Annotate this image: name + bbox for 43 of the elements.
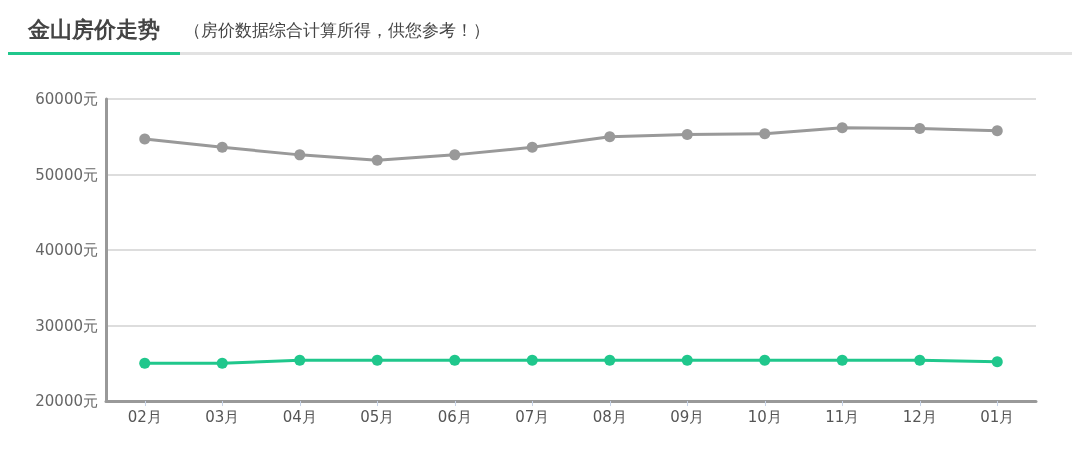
- chart-subtitle: （房价数据综合计算所得，供您参考！）: [184, 18, 490, 42]
- x-tick-label: 04月: [282, 407, 317, 426]
- point: [759, 128, 771, 140]
- y-tick-label: 50000元: [35, 165, 98, 184]
- point: [294, 354, 306, 366]
- point: [759, 354, 771, 366]
- point: [139, 133, 151, 145]
- point: [604, 354, 616, 366]
- point: [991, 125, 1003, 137]
- point: [449, 149, 461, 161]
- x-tick-label: 08月: [592, 407, 627, 426]
- x-tick-label: 03月: [205, 407, 240, 426]
- point: [371, 154, 383, 166]
- point: [681, 354, 693, 366]
- point: [991, 356, 1003, 368]
- point: [914, 122, 926, 134]
- x-tick-label: 09月: [670, 407, 705, 426]
- point: [836, 354, 848, 366]
- point: [371, 354, 383, 366]
- x-tick-label: 12月: [902, 407, 937, 426]
- point: [681, 128, 693, 140]
- point: [604, 131, 616, 143]
- y-tick-label: 30000元: [35, 316, 98, 335]
- x-tick-label: 01月: [980, 407, 1015, 426]
- point: [139, 357, 151, 369]
- x-tick-label: 02月: [127, 407, 162, 426]
- chart-title: 金山房价走势: [8, 8, 180, 55]
- x-tick-label: 11月: [825, 407, 860, 426]
- x-tick-label: 06月: [437, 407, 472, 426]
- y-tick-label: 20000元: [35, 392, 98, 410]
- y-tick-label: 40000元: [35, 241, 98, 259]
- y-tick-label: 60000元: [35, 90, 98, 108]
- point: [216, 141, 228, 153]
- x-tick-label: 05月: [360, 407, 395, 426]
- point: [216, 357, 228, 369]
- point: [449, 354, 461, 366]
- point: [836, 122, 848, 134]
- point: [914, 354, 926, 366]
- point: [526, 141, 538, 153]
- x-tick-label: 10月: [747, 407, 782, 426]
- x-tick-label: 07月: [515, 407, 550, 426]
- point: [526, 354, 538, 366]
- point: [294, 149, 306, 161]
